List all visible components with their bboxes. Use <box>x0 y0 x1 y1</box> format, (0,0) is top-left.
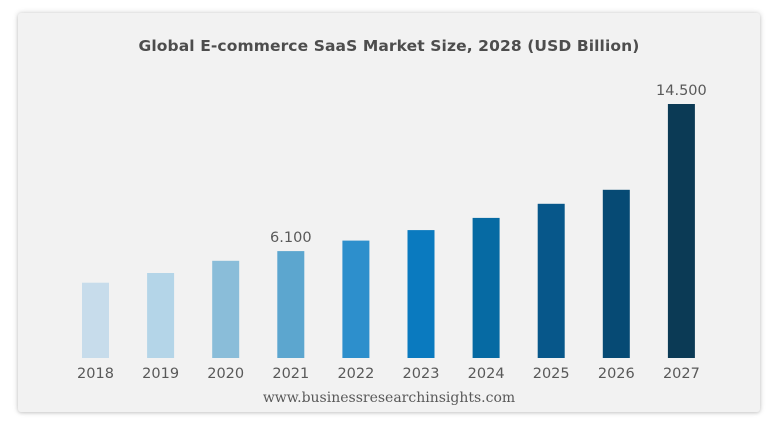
data-label-2027: 14.500 <box>656 83 707 99</box>
bar-2027 <box>667 104 695 358</box>
bar-chart: 2018 2019 2020 2021 2022 2023 2024 2025 2026 2027… <box>77 83 707 382</box>
chart-card: Global E-commerce SaaS Market Size, 2028… <box>18 13 760 412</box>
x-tick-label: 2021 <box>272 366 309 382</box>
bar-2026 <box>602 189 630 358</box>
bar-2021 <box>277 251 305 358</box>
bar-2023 <box>407 230 435 358</box>
bar-2025 <box>537 203 565 358</box>
bar-2019 <box>147 273 175 358</box>
x-tick-label: 2020 <box>207 366 244 382</box>
x-tick-label: 2019 <box>142 366 179 382</box>
x-tick-label: 2027 <box>663 366 700 382</box>
x-tick-label: 2026 <box>598 366 635 382</box>
bar-2018 <box>82 282 109 358</box>
source-url: www.businessresearchinsights.com <box>262 390 516 406</box>
data-label-2021: 6.100 <box>270 230 312 246</box>
chart-title: Global E-commerce SaaS Market Size, 2028… <box>138 37 640 55</box>
bar-2024 <box>472 217 500 358</box>
bar-2022 <box>342 240 370 358</box>
x-tick-label: 2023 <box>403 366 440 382</box>
bar-2020 <box>212 260 240 358</box>
x-tick-label: 2022 <box>337 366 374 382</box>
x-tick-label: 2024 <box>468 366 505 382</box>
x-tick-label: 2018 <box>77 366 114 382</box>
x-tick-label: 2025 <box>533 366 570 382</box>
